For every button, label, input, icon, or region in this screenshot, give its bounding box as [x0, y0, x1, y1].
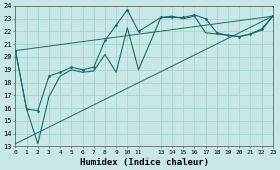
X-axis label: Humidex (Indice chaleur): Humidex (Indice chaleur)	[80, 158, 209, 167]
